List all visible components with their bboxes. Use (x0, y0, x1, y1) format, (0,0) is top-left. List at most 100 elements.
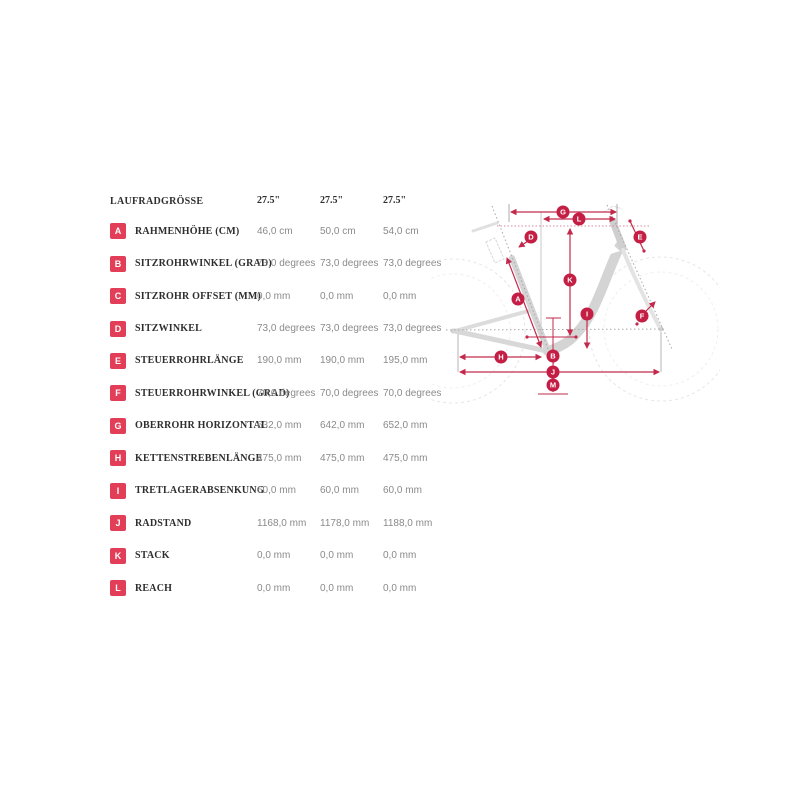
row-value: 73,0 degrees (383, 323, 442, 335)
diagram-marker-I: I (580, 307, 594, 321)
row-value: 0,0 mm (257, 550, 291, 562)
diagram-marker-G: G (556, 205, 570, 219)
row-value: 642,0 mm (320, 420, 365, 432)
row-value: 475,0 mm (320, 452, 365, 464)
row-value: 46,0 cm (257, 225, 293, 237)
diagram-marker-M: M (546, 378, 560, 392)
row-value: 1168,0 mm (257, 517, 307, 529)
row-value: 73,0 degrees (383, 258, 442, 270)
diagram-marker-K: K (563, 273, 577, 287)
table-row: B SITZROHRWINKEL (GRAD) 73,0 degrees 73,0 d… (110, 247, 445, 279)
table-row: K STACK 0,0 mm 0,0 mm 0,0 mm (110, 539, 445, 571)
svg-text:E: E (637, 233, 642, 242)
row-badge: H (110, 450, 126, 467)
table-row: A RAHMENHÖHE (CM) 46,0 cm 50,0 cm 54,0 cm (110, 215, 445, 247)
bike-geometry-svg: G L D E K A I F H BJM (430, 204, 720, 404)
svg-text:H: H (498, 353, 503, 362)
row-label: KETTENSTREBENLÄNGE (135, 452, 263, 464)
row-label: TRETLAGERABSENKUNG (135, 485, 265, 497)
row-label: RADSTAND (135, 517, 192, 529)
svg-text:D: D (528, 233, 534, 242)
row-value: 652,0 mm (383, 420, 428, 432)
row-badge: L (110, 580, 126, 597)
row-badge: I (110, 482, 126, 499)
row-value: 70,0 degrees (320, 387, 379, 399)
diagram-marker-badges: G L D E K A I F H BJM (494, 205, 649, 392)
row-badge: D (110, 320, 126, 337)
row-value: 0,0 mm (257, 290, 291, 302)
row-badge: C (110, 288, 126, 305)
row-badge: E (110, 352, 126, 369)
row-label: SITZWINKEL (135, 323, 203, 335)
table-row: C SITZROHR OFFSET (MM) 0,0 mm 0,0 mm 0,0 mm (110, 280, 445, 312)
row-value: 0,0 mm (383, 290, 417, 302)
row-value: 0,0 mm (257, 582, 291, 594)
table-row: E STEUERROHRLÄNGE 190,0 mm 190,0 mm 195,0 mm (110, 345, 445, 377)
diagram-marker-B: B (546, 349, 560, 363)
svg-text:I: I (586, 310, 588, 319)
wheel-size-header: LAUFRADGRÖSSE (110, 195, 204, 207)
row-value: 1178,0 mm (320, 517, 370, 529)
column-header-3: 27.5" (383, 195, 407, 206)
column-header-1: 27.5" (257, 195, 281, 206)
table-row: D SITZWINKEL 73,0 degrees 73,0 degrees 73,0 … (110, 312, 445, 344)
row-label: RAHMENHÖHE (CM) (135, 225, 240, 237)
row-label: STACK (135, 550, 170, 562)
row-label: STEUERROHRWINKEL (GRAD) (135, 387, 290, 399)
dimension-lines (459, 208, 660, 395)
row-value: 73,0 degrees (320, 258, 379, 270)
svg-text:J: J (551, 368, 555, 377)
row-value: 1188,0 mm (383, 517, 433, 529)
row-badge: G (110, 417, 126, 434)
table-header-row: LAUFRADGRÖSSE 27.5" 27.5" 27.5" (110, 194, 445, 208)
row-badge: F (110, 385, 126, 402)
row-label: STEUERROHRLÄNGE (135, 355, 244, 367)
row-value: 195,0 mm (383, 355, 428, 367)
row-value: 60,0 mm (257, 485, 296, 497)
svg-text:K: K (567, 276, 573, 285)
row-value: 73,0 degrees (320, 323, 379, 335)
svg-text:M: M (550, 381, 556, 390)
row-badge: K (110, 547, 126, 564)
diagram-marker-E: E (633, 230, 647, 244)
svg-text:L: L (577, 215, 582, 224)
table-row: J RADSTAND 1168,0 mm 1178,0 mm 1188,0 mm (110, 507, 445, 539)
table-body: A RAHMENHÖHE (CM) 46,0 cm 50,0 cm 54,0 cm B SI… (110, 215, 445, 604)
column-header-2: 27.5" (320, 195, 344, 206)
row-value: 0,0 mm (383, 550, 417, 562)
diagram-marker-J: J (546, 365, 560, 379)
diagram-marker-L: L (572, 212, 586, 226)
row-value: 475,0 mm (257, 452, 302, 464)
row-value: 190,0 mm (257, 355, 302, 367)
svg-text:A: A (515, 295, 521, 304)
row-value: 54,0 cm (383, 225, 419, 237)
rear-wheel-icon (430, 258, 526, 404)
row-label: SITZROHRWINKEL (GRAD) (135, 258, 272, 270)
row-label: REACH (135, 582, 173, 594)
row-value: 0,0 mm (383, 582, 417, 594)
row-value: 0,0 mm (320, 550, 354, 562)
row-badge: A (110, 223, 126, 240)
row-badge: B (110, 255, 126, 272)
row-value: 70,0 degrees (383, 387, 442, 399)
row-value: 0,0 mm (320, 582, 354, 594)
table-row: G OBERROHR HORIZONTAL 632,0 mm 642,0 mm 652,… (110, 410, 445, 442)
row-value: 0,0 mm (320, 290, 354, 302)
table-row: H KETTENSTREBENLÄNGE 475,0 mm 475,0 mm 475,0… (110, 442, 445, 474)
bike-frame-icon (452, 205, 661, 356)
diagram-marker-H: H (494, 350, 508, 364)
row-value: 475,0 mm (383, 452, 428, 464)
table-row: F STEUERROHRWINKEL (GRAD) 70,0 degrees 70,0… (110, 377, 445, 409)
svg-text:G: G (560, 208, 566, 217)
table-row: I TRETLAGERABSENKUNG 60,0 mm 60,0 mm 60,0 mm (110, 475, 445, 507)
diagram-marker-F: F (635, 309, 649, 323)
table-row: L REACH 0,0 mm 0,0 mm 0,0 mm (110, 572, 445, 604)
diagram-marker-A: A (511, 292, 525, 306)
svg-text:B: B (550, 352, 556, 361)
row-value: 50,0 cm (320, 225, 356, 237)
row-value: 60,0 mm (320, 485, 359, 497)
row-badge: J (110, 515, 126, 532)
row-value: 190,0 mm (320, 355, 365, 367)
